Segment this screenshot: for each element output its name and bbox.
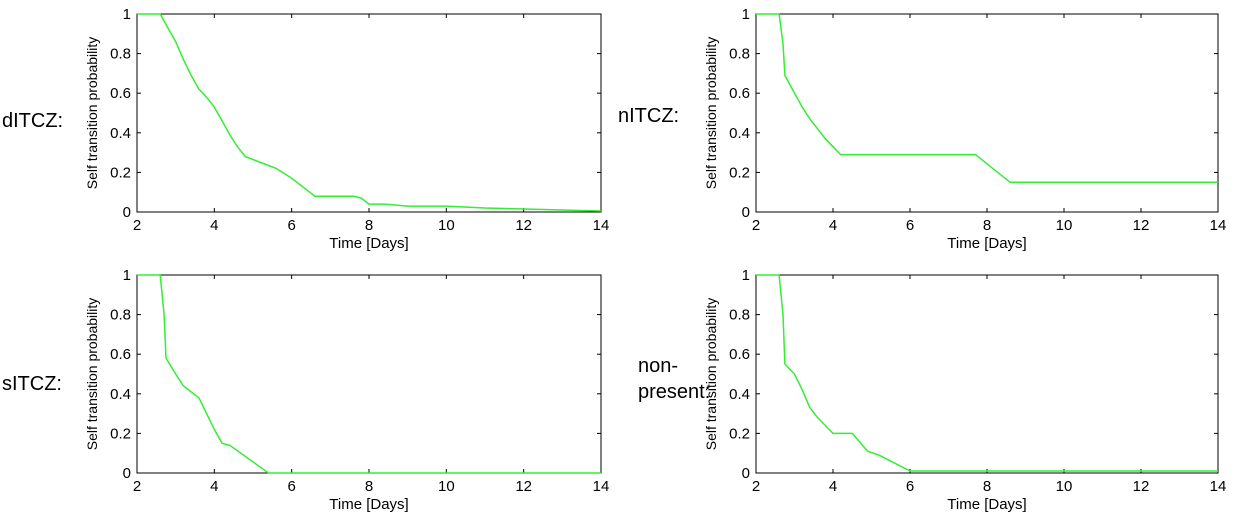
- x-tick-label: 10: [438, 478, 455, 495]
- x-tick-label: 8: [365, 217, 373, 234]
- plot-frame: [136, 274, 602, 474]
- x-tick-label: 2: [752, 478, 760, 495]
- y-tick-label: 0.6: [110, 85, 131, 102]
- y-tick-label: 0.4: [110, 386, 131, 403]
- y-tick-label: 0.2: [729, 164, 750, 181]
- x-axis-label: Time [Days]: [947, 235, 1026, 252]
- x-tick-label: 6: [287, 478, 295, 495]
- x-tick-label: 14: [1210, 478, 1227, 495]
- x-tick-label: 14: [593, 478, 610, 495]
- series-line: [137, 274, 601, 474]
- x-tick-label: 4: [210, 217, 218, 234]
- y-tick-label: 0.6: [729, 346, 750, 363]
- y-tick-label: 0.8: [110, 46, 131, 63]
- x-tick-label: 12: [515, 478, 532, 495]
- y-tick-label: 0.4: [729, 386, 750, 403]
- y-tick-label: 0: [742, 204, 750, 221]
- y-tick-label: 0.4: [729, 125, 750, 142]
- x-tick-label: 2: [133, 478, 141, 495]
- y-tick-label: 0: [123, 465, 131, 482]
- y-tick-label: 1: [742, 267, 750, 284]
- y-axis-label: Self transition probability: [84, 298, 100, 451]
- panel-label: non-: [638, 355, 678, 377]
- y-axis-label: Self transition probability: [703, 37, 719, 190]
- x-tick-label: 10: [1056, 478, 1073, 495]
- panel-label: dITCZ:: [2, 110, 63, 132]
- x-tick-label: 4: [829, 217, 837, 234]
- x-tick-label: 8: [365, 478, 373, 495]
- x-tick-label: 4: [829, 478, 837, 495]
- y-tick-label: 0.8: [110, 307, 131, 324]
- x-axis-label: Time [Days]: [947, 496, 1026, 513]
- series-line: [756, 13, 1218, 184]
- x-axis-label: Time [Days]: [329, 496, 408, 513]
- y-tick-label: 0.6: [729, 85, 750, 102]
- x-tick-label: 14: [593, 217, 610, 234]
- series-line: [756, 274, 1218, 472]
- x-tick-label: 12: [1133, 478, 1150, 495]
- y-tick-label: 1: [123, 267, 131, 284]
- x-tick-label: 12: [515, 217, 532, 234]
- y-tick-label: 0.4: [110, 125, 131, 142]
- x-tick-label: 12: [1133, 217, 1150, 234]
- plot-frame: [136, 13, 602, 213]
- series-line: [137, 13, 602, 212]
- y-axis-label: Self transition probability: [84, 37, 100, 190]
- x-tick-label: 8: [983, 217, 991, 234]
- x-tick-label: 10: [438, 217, 455, 234]
- x-tick-label: 6: [906, 217, 914, 234]
- x-tick-label: 6: [906, 478, 914, 495]
- y-tick-label: 0.2: [729, 425, 750, 442]
- panel-label: present:: [638, 381, 710, 403]
- x-tick-label: 10: [1056, 217, 1073, 234]
- y-tick-label: 0.8: [729, 307, 750, 324]
- panel-label: nITCZ:: [618, 105, 679, 127]
- chart-panel-4: 2 4 6 8 10 12 14 0 0.2 0.4 0.6 0.8 1 Time [Days] Self …: [638, 267, 1226, 513]
- chart-panel-1: 2 4 6 8 10 12 14 0 0.2 0.4 0.6 0.8 1 Time [Days] Self …: [2, 6, 609, 252]
- y-tick-label: 0.2: [110, 425, 131, 442]
- x-tick-label: 8: [983, 478, 991, 495]
- x-tick-label: 6: [287, 217, 295, 234]
- y-tick-label: 0.8: [729, 46, 750, 63]
- x-tick-label: 2: [133, 217, 141, 234]
- x-tick-label: 2: [752, 217, 760, 234]
- chart-panel-3: 2 4 6 8 10 12 14 0 0.2 0.4 0.6 0.8 1 Time [Days] Self …: [2, 267, 609, 513]
- plot-frame: [755, 274, 1219, 474]
- y-tick-label: 0: [123, 204, 131, 221]
- panel-label: sITCZ:: [2, 373, 62, 395]
- y-tick-label: 1: [742, 6, 750, 23]
- y-tick-label: 1: [123, 6, 131, 23]
- x-tick-label: 4: [210, 478, 218, 495]
- x-axis-label: Time [Days]: [329, 235, 408, 252]
- y-tick-label: 0.2: [110, 164, 131, 181]
- x-tick-label: 14: [1210, 217, 1227, 234]
- chart-panel-2: 2 4 6 8 10 12 14 0 0.2 0.4 0.6 0.8 1 Time [Days] Self …: [618, 6, 1226, 252]
- y-tick-label: 0.6: [110, 346, 131, 363]
- y-axis-label: Self transition probability: [703, 298, 719, 451]
- y-tick-label: 0: [742, 465, 750, 482]
